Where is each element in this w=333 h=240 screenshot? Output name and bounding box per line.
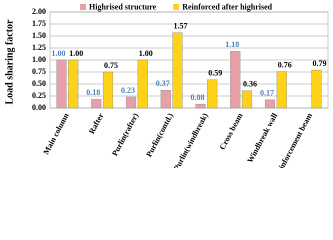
y-tick-label: 0.00: [32, 103, 46, 112]
y-tick-label: 1.75: [32, 19, 46, 28]
bar: [160, 90, 171, 109]
x-tick-label: Purlin(windbreak): [172, 111, 210, 168]
data-label: 0.59: [208, 69, 222, 78]
bar: [91, 99, 102, 109]
y-axis-label: Load sharing factor: [4, 19, 15, 105]
bar: [241, 90, 253, 109]
bar: [56, 59, 67, 109]
data-label: 0.08: [191, 93, 205, 102]
y-tick-label: 2.00: [32, 7, 46, 16]
bar: [207, 79, 218, 109]
data-label: 1.00: [69, 49, 83, 58]
bar: [230, 51, 241, 109]
bar: [102, 71, 114, 109]
y-tick-label: 0.75: [32, 67, 46, 76]
legend-label: Highrised structure: [89, 2, 157, 11]
legend-swatch: [173, 4, 180, 10]
x-tick-label: Purlin(contd.): [144, 111, 175, 158]
bar: [68, 59, 79, 109]
data-label: 1.18: [225, 40, 239, 49]
bar: [137, 59, 148, 109]
bar: [172, 32, 183, 109]
data-label: 0.36: [243, 80, 257, 89]
data-label: 0.76: [278, 60, 292, 69]
x-tick-label: Reinforcement beam: [273, 111, 315, 168]
bar: [195, 103, 206, 109]
x-tick-label: Main column: [41, 111, 71, 156]
y-tick-label: 1.50: [32, 31, 46, 40]
data-label: 0.18: [86, 88, 100, 97]
x-tick-label: Purlin(rafter): [110, 111, 140, 157]
data-label: 0.37: [156, 79, 170, 88]
data-label: 1.00: [139, 49, 153, 58]
data-label: 0.75: [104, 61, 118, 70]
y-tick-label: 1.25: [32, 43, 46, 52]
legend-label: Reinforced after highrised: [182, 2, 272, 11]
chart: Load sharing factor 0.00 0.25 0.50 0.75 1.00…: [4, 2, 329, 168]
bar: [125, 96, 137, 109]
x-tick-label: Windbreak wall: [245, 111, 279, 165]
x-tick-label: Cross beam: [218, 111, 245, 151]
y-tick-label: 0.25: [32, 91, 46, 100]
x-tick-label: Rafter: [87, 111, 106, 135]
data-label: 0.79: [312, 59, 326, 68]
data-label: 0.23: [121, 86, 135, 95]
y-tick-label: 0.50: [32, 79, 46, 88]
data-label: 0.17: [260, 89, 274, 98]
data-label: 1.57: [173, 21, 187, 30]
bar: [311, 69, 322, 109]
bar: [264, 99, 276, 109]
bar: [276, 71, 287, 109]
legend-swatch: [80, 4, 86, 10]
data-label: 1.00: [52, 49, 66, 58]
y-tick-label: 1.00: [32, 55, 46, 64]
